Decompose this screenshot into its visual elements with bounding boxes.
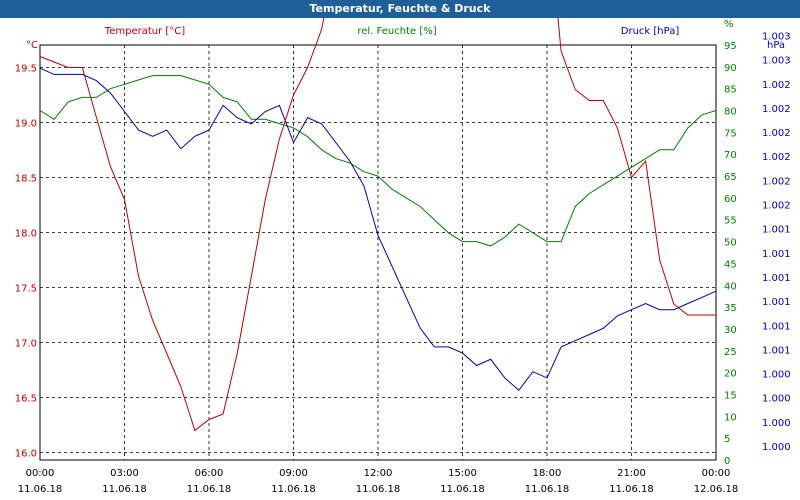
- y-tick-humidity: 5: [724, 434, 730, 445]
- unit-temperature: °C: [26, 40, 38, 51]
- y-tick-humidity: 25: [724, 347, 737, 358]
- y-tick-humidity: 85: [724, 85, 737, 96]
- y-tick-pressure: 1.001: [762, 345, 791, 356]
- y-tick-humidity: 15: [724, 390, 737, 401]
- y-tick-humidity: 55: [724, 216, 737, 227]
- x-tick-time: 12:00: [364, 468, 393, 479]
- x-tick-date: 11.06.18: [187, 484, 232, 495]
- y-tick-humidity: 0: [724, 456, 730, 467]
- window-title: Temperatur, Feuchte & Druck: [0, 0, 800, 18]
- y-tick-pressure: 1.000: [762, 442, 791, 453]
- y-tick-pressure: 1.002: [762, 176, 791, 187]
- y-tick-humidity: 40: [724, 281, 737, 292]
- x-tick-date: 11.06.18: [18, 484, 63, 495]
- y-tick-humidity: 70: [724, 150, 737, 161]
- y-tick-humidity: 65: [724, 172, 737, 183]
- y-tick-pressure: 1.002: [762, 128, 791, 139]
- y-tick-temperature: 19.0: [15, 119, 37, 130]
- y-tick-pressure: 1.000: [762, 418, 791, 429]
- y-tick-pressure: 1.000: [762, 370, 791, 381]
- x-tick-time: 03:00: [110, 468, 139, 479]
- x-tick-time: 00:00: [702, 468, 731, 479]
- legend-humidity: rel. Feuchte [%]: [357, 26, 436, 37]
- x-tick-time: 18:00: [533, 468, 562, 479]
- y-tick-temperature: 17.5: [15, 284, 37, 295]
- unit-pressure: hPa: [767, 40, 785, 51]
- x-tick-time: 21:00: [617, 468, 646, 479]
- y-tick-pressure: 1.001: [762, 249, 791, 260]
- y-tick-humidity: 20: [724, 369, 737, 380]
- y-tick-pressure: 1.001: [762, 225, 791, 236]
- y-tick-pressure: 1.002: [762, 104, 791, 115]
- y-tick-humidity: 50: [724, 238, 737, 249]
- y-tick-temperature: 18.5: [15, 174, 37, 185]
- x-tick-date: 11.06.18: [609, 484, 654, 495]
- y-tick-pressure: 1.001: [762, 273, 791, 284]
- y-tick-temperature: 18.0: [15, 229, 37, 240]
- x-tick-time: 09:00: [279, 468, 308, 479]
- x-tick-date: 11.06.18: [356, 484, 401, 495]
- series-line-humidity: [39, 75, 717, 247]
- x-tick-time: 00:00: [26, 468, 55, 479]
- y-tick-pressure: 1.003: [762, 31, 791, 42]
- x-tick-date: 11.06.18: [271, 484, 316, 495]
- y-tick-humidity: 90: [724, 63, 737, 74]
- y-tick-humidity: 10: [724, 412, 737, 423]
- x-tick-date: 11.06.18: [440, 484, 485, 495]
- series-line-pressure: [39, 67, 717, 392]
- legend-temperature: Temperatur [°C]: [104, 26, 185, 37]
- y-tick-temperature: 16.0: [15, 449, 37, 460]
- y-tick-pressure: 1.001: [762, 297, 791, 308]
- x-tick-date: 11.06.18: [525, 484, 570, 495]
- y-tick-pressure: 1.002: [762, 152, 791, 163]
- y-tick-pressure: 1.002: [762, 80, 791, 91]
- x-tick-date: 11.06.18: [102, 484, 147, 495]
- y-tick-humidity: 60: [724, 194, 737, 205]
- y-tick-temperature: 16.5: [15, 394, 37, 405]
- x-tick-time: 15:00: [448, 468, 477, 479]
- y-tick-humidity: 95: [724, 41, 737, 52]
- y-tick-humidity: %: [724, 19, 734, 30]
- x-tick-time: 06:00: [195, 468, 224, 479]
- y-tick-temperature: 19.5: [15, 64, 37, 75]
- y-tick-humidity: 75: [724, 128, 737, 139]
- y-tick-pressure: 1.000: [762, 394, 791, 405]
- y-tick-temperature: 20.0: [15, 18, 37, 20]
- y-tick-humidity: 80: [724, 107, 737, 118]
- series-line-temperature: [39, 18, 716, 432]
- legend-pressure: Druck [hPa]: [621, 26, 680, 37]
- x-tick-date: 12.06.18: [694, 484, 739, 495]
- y-tick-humidity: 35: [724, 303, 737, 314]
- chart-svg: Temperatur [°C] rel. Feuchte [%] Druck [hP…: [15, 18, 791, 495]
- y-tick-humidity: 45: [724, 259, 737, 270]
- y-tick-pressure: 1.002: [762, 201, 791, 212]
- y-tick-humidity: 30: [724, 325, 737, 336]
- y-tick-pressure: 1.001: [762, 321, 791, 332]
- y-tick-temperature: 17.0: [15, 339, 37, 350]
- y-tick-pressure: 1.003: [762, 56, 791, 67]
